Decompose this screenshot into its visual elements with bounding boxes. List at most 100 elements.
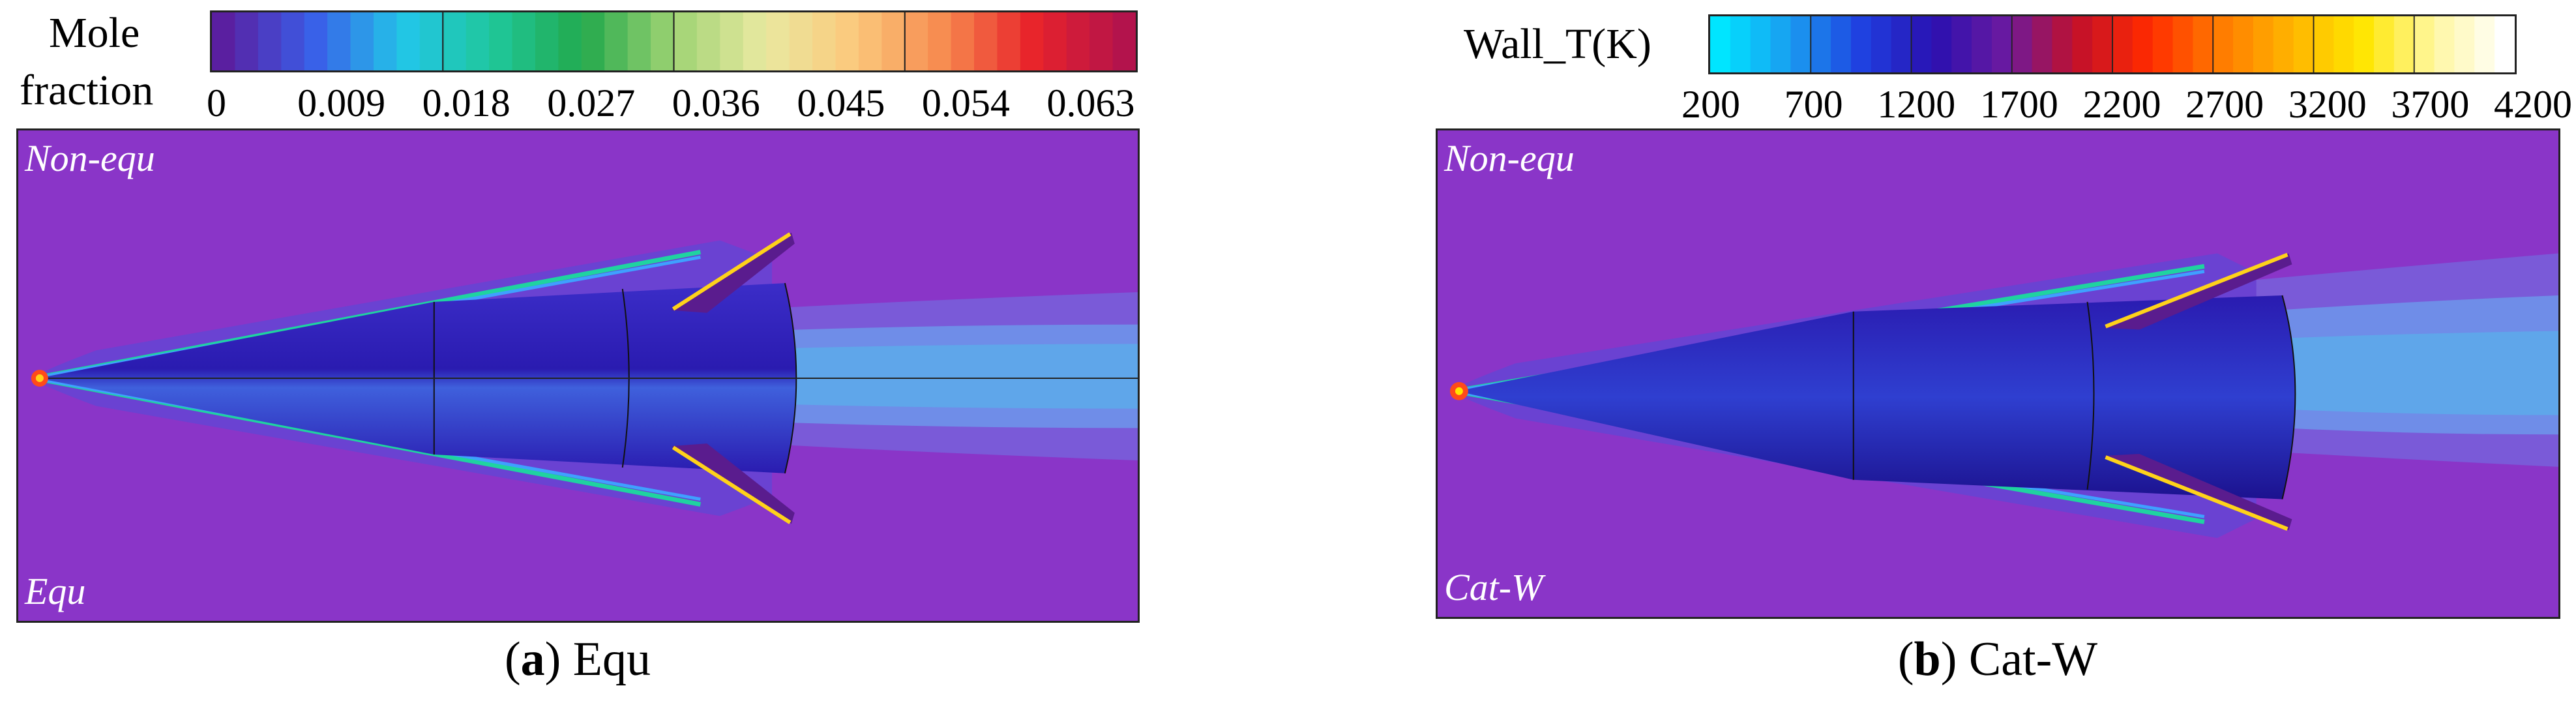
colorbar-b-band (1931, 16, 1952, 72)
colorbar-a-band (743, 12, 767, 70)
colorbar-a-band (235, 12, 259, 70)
colorbar-b-tick-label: 3200 (2288, 83, 2367, 126)
colorbar-a-band (373, 12, 398, 70)
colorbar-b-band (1831, 16, 1852, 72)
colorbar-a-tick-label: 0.009 (297, 82, 386, 125)
colorbar-b-band (1911, 16, 1932, 72)
colorbar-a-band (327, 12, 351, 70)
colorbar-a-band (1089, 12, 1114, 70)
colorbar-b-band (2313, 16, 2335, 72)
colorbar-b-band (2253, 16, 2274, 72)
colorbar-a-band (258, 12, 282, 70)
colorbar-a-band (674, 12, 698, 70)
colorbar-a-tick-label: 0.036 (672, 82, 760, 125)
colorbar-b-band (2233, 16, 2254, 72)
colorbar-b-band (2072, 16, 2093, 72)
colorbar-b-band (2193, 16, 2213, 72)
colorbar-b-band (2172, 16, 2194, 72)
flowfield-a: Non-equ Equ (16, 128, 1140, 623)
colorbar-b-band (1811, 16, 1831, 72)
label-non-equ-a: Non-equ (25, 137, 155, 179)
colorbar-a-tick-label: 0.018 (422, 82, 511, 125)
colorbar-a-band (974, 12, 998, 70)
vehicle-scene-a (31, 232, 1138, 524)
colorbar-a-band (627, 12, 651, 70)
colorbar-b-band (1871, 16, 1892, 72)
colorbar-b-band (2213, 16, 2234, 72)
colorbar-a-tick-label: 0 (207, 82, 226, 125)
colorbar-b-tick-label: 700 (1784, 83, 1843, 126)
colorbar-a-band (1112, 12, 1136, 70)
colorbar-b-band (1790, 16, 1811, 72)
colorbar-b-band (2011, 16, 2033, 72)
colorbar-a-band (812, 12, 836, 70)
colorbar-b-band (2112, 16, 2133, 72)
colorbar-a-band (696, 12, 721, 70)
colorbar-b-band (2374, 16, 2395, 72)
colorbar-b-band (2273, 16, 2294, 72)
colorbar-b-tick-label: 1700 (1979, 83, 2058, 126)
colorbar-title-b: Wall_T(K) (1464, 20, 1651, 68)
colorbar-b-band (1710, 16, 1731, 72)
colorbar-a-band (928, 12, 952, 70)
colorbar-a-tick-label: 0.054 (921, 82, 1010, 125)
colorbar-b-band (2474, 16, 2495, 72)
colorbar-a-band (466, 12, 490, 70)
colorbar-a-band (904, 12, 929, 70)
colorbar-b-band (2092, 16, 2113, 72)
colorbar-b-band (2354, 16, 2375, 72)
label-cat-w-b: Cat-W (1444, 566, 1543, 608)
colorbar-a-band (1043, 12, 1067, 70)
panel-b: Wall_T(K) 200 700 1200 1700 2200 2700 3200 3700… (1434, 0, 2576, 703)
label-equ-a: Equ (25, 570, 86, 612)
colorbar-a-band (1066, 12, 1091, 70)
colorbar-a-band (350, 12, 374, 70)
colorbar-b-tick-label: 2700 (2185, 83, 2264, 126)
colorbar-a-band (212, 12, 236, 70)
colorbar-a-band (604, 12, 629, 70)
colorbar-a-band (881, 12, 906, 70)
colorbar-a-band (489, 12, 513, 70)
colorbar-title-line1: Mole (49, 9, 140, 57)
colorbar-a-band (789, 12, 813, 70)
colorbar-a-band (419, 12, 444, 70)
colorbar-a-tick-label: 0.045 (797, 82, 885, 125)
colorbar-b-band (2032, 16, 2053, 72)
colorbar-b-band (1750, 16, 1771, 72)
colorbar-a-band (512, 12, 536, 70)
caption-a: (a) Equ (504, 633, 651, 686)
panel-a: Mole fraction 0 0.009 0.018 0.027 0.036 0.045… (0, 0, 1147, 703)
colorbar-a-band (581, 12, 606, 70)
flowfield-b: Non-equ Cat-W (1436, 128, 2560, 619)
colorbar-b-band (1951, 16, 1972, 72)
colorbar-b-band (2132, 16, 2154, 72)
colorbar-a-band (1020, 12, 1044, 70)
label-non-equ-b: Non-equ (1444, 137, 1575, 179)
vehicle-scene-b (1449, 252, 2558, 538)
colorbar-a-band (997, 12, 1021, 70)
colorbar-b-band (2495, 16, 2515, 72)
colorbar-a-band (396, 12, 421, 70)
colorbar-b-tick-label: 3700 (2391, 83, 2470, 126)
colorbar-a-band (443, 12, 467, 70)
caption-b: (b) Cat-W (1897, 633, 2098, 686)
colorbar-b-band (1730, 16, 1751, 72)
colorbar-b-band (2393, 16, 2415, 72)
colorbar-a-tick-label: 0.063 (1046, 82, 1135, 125)
colorbar-b-band (2293, 16, 2315, 72)
colorbar-b-band (1770, 16, 1792, 72)
colorbar-a-band (535, 12, 559, 70)
colorbar-a-tick-label: 0.027 (547, 82, 636, 125)
colorbar-b-band (2152, 16, 2174, 72)
colorbar-b-band (2454, 16, 2476, 72)
colorbar-a-band (835, 12, 859, 70)
colorbar-a-band (951, 12, 975, 70)
colorbar-b-band (1850, 16, 1872, 72)
colorbar-b-band (1991, 16, 2013, 72)
colorbar-b-band (1972, 16, 1992, 72)
colorbar-a-band (766, 12, 790, 70)
colorbar-b-tick-label: 1200 (1877, 83, 1956, 126)
colorbar-a-band (304, 12, 328, 70)
colorbar-a-band (651, 12, 675, 70)
colorbar-b-band (2414, 16, 2435, 72)
